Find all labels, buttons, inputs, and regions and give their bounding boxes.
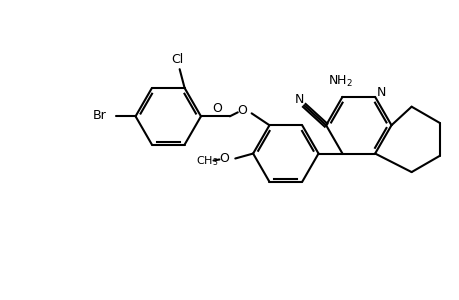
Text: O: O [236, 104, 246, 117]
Text: Br: Br [93, 109, 106, 122]
Text: N: N [375, 86, 385, 100]
Text: NH$_2$: NH$_2$ [327, 74, 352, 89]
Text: N: N [294, 93, 303, 106]
Text: O: O [212, 102, 222, 115]
Text: O: O [219, 152, 229, 165]
Text: CH$_3$: CH$_3$ [196, 154, 218, 168]
Text: Cl: Cl [171, 53, 184, 66]
